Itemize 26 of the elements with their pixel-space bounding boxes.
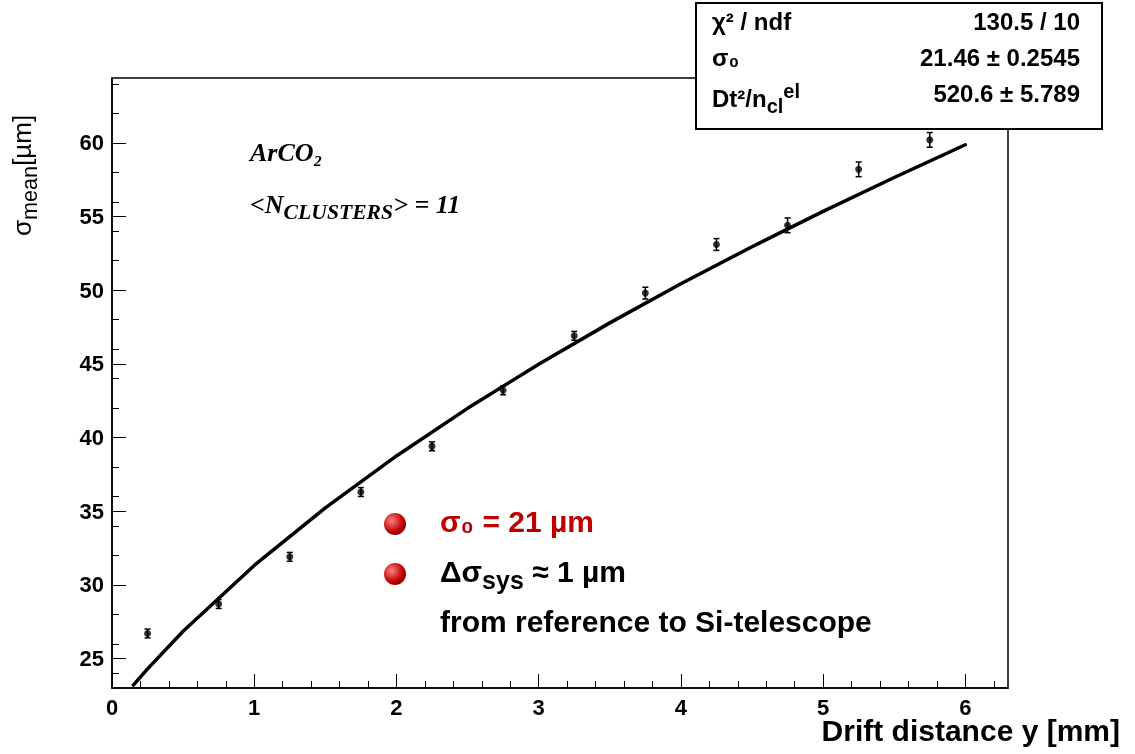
x-tick-label: 1 [248, 694, 261, 720]
y-tick-label: 30 [79, 572, 104, 598]
text: 130.5 / 10 [973, 8, 1080, 36]
annotation: <N$_{CLUSTERS}$> = 11 [250, 190, 461, 226]
x-tick-label: 3 [532, 694, 545, 720]
point [926, 136, 934, 144]
point [855, 165, 863, 173]
annotation: Δσ$_{sys}$ ≈ 1 µm [440, 555, 626, 595]
text: 21.46 ± 0.2545 [920, 44, 1080, 72]
y-tick-label: 55 [79, 204, 104, 229]
point [712, 241, 720, 248]
x-tick-label: 2 [390, 694, 403, 720]
annotation: ArCO₂ [250, 138, 323, 168]
annotation: from reference to Si-telescope [440, 605, 872, 639]
annotation: 520.6 ± 5.789 [933, 80, 1080, 108]
text: σ₀ [712, 44, 740, 72]
x-tick-label: 0 [105, 694, 119, 720]
y-tick-label: 45 [79, 351, 104, 377]
x-tick-label: 4 [674, 694, 688, 720]
text: χ² / ndf [712, 8, 792, 36]
y-tick-label: 50 [79, 277, 104, 303]
y-tick-label: 60 [79, 130, 104, 156]
y-tick-label: 35 [79, 498, 104, 524]
y-tick-label: 40 [79, 425, 104, 451]
annotation: σ₀ = 21 µm [440, 505, 594, 539]
y-tick-label: 25 [79, 646, 104, 672]
